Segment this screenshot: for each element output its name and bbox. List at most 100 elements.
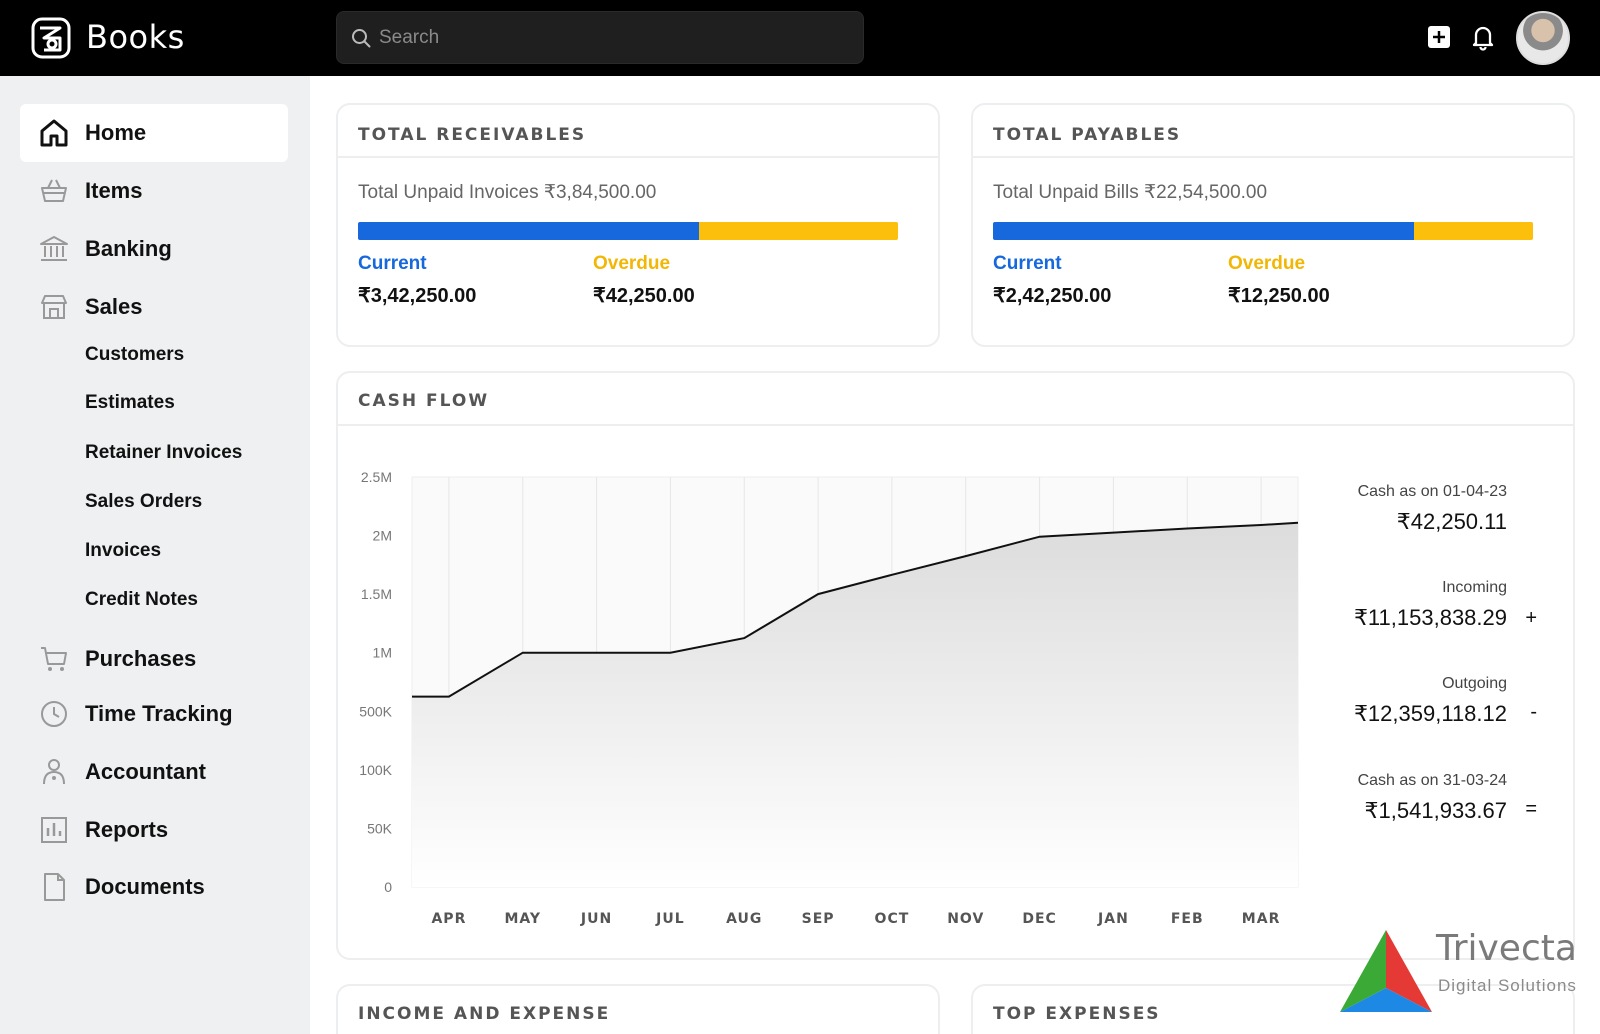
x-tick-label: APR [431, 911, 466, 927]
sidebar-item-label: Documents [85, 874, 205, 899]
search-input[interactable] [379, 24, 849, 52]
divider [338, 424, 1573, 426]
home-icon [40, 119, 68, 147]
cash-flow-title: CASH FLOW [358, 391, 490, 411]
opening-cash-label: Cash as on 01-04-23 [1357, 483, 1507, 500]
watermark-subtitle: Digital Solutions [1438, 976, 1577, 995]
x-tick-label: SEP [802, 911, 835, 927]
sidebar-item-sales[interactable]: Sales [20, 278, 288, 336]
closing-cash-value: ₹1,541,933.67 [1364, 798, 1507, 823]
closing-cash-label: Cash as on 31-03-24 [1357, 772, 1507, 789]
payables-current-amount: ₹2,42,250.00 [993, 285, 1112, 307]
bank-icon [40, 236, 68, 261]
receivables-title: TOTAL RECEIVABLES [358, 125, 587, 145]
notification-bell-icon[interactable] [1468, 22, 1498, 52]
document-icon [44, 873, 65, 901]
x-tick-label: MAY [504, 911, 541, 927]
divider [338, 156, 938, 158]
payables-progress-bar[interactable] [993, 222, 1533, 240]
x-tick-label: OCT [875, 911, 910, 927]
sidebar-item-purchases[interactable]: Purchases [20, 630, 288, 688]
cash-flow-chart[interactable]: 0 50K 100K 500K 1M 1.5M 2M 2.5M APR MAY JUN JUL AUG… [348, 463, 1308, 943]
y-tick-label: 2M [373, 528, 392, 544]
receivables-overdue-amount: ₹42,250.00 [593, 285, 695, 307]
sidebar-subitem-sales-orders[interactable]: Sales Orders [85, 491, 203, 512]
x-tick-label: NOV [947, 911, 984, 927]
sidebar-item-label: Reports [85, 817, 169, 842]
cash-flow-line [412, 521, 1299, 698]
payables-unpaid-total: Total Unpaid Bills ₹22,54,500.00 [993, 182, 1268, 203]
receivables-overdue-label[interactable]: Overdue [593, 253, 671, 274]
x-tick-label: JUL [655, 911, 685, 927]
y-tick-label: 0 [384, 879, 392, 895]
sidebar-item-home[interactable]: Home [20, 104, 288, 162]
receivables-unpaid-total: Total Unpaid Invoices ₹3,84,500.00 [358, 182, 657, 203]
closing-operator: = [1525, 798, 1537, 820]
sidebar-item-label: Items [85, 178, 143, 203]
sidebar-item-label: Sales [85, 294, 143, 319]
outgoing-operator: - [1530, 701, 1537, 723]
receivables-progress-bar[interactable] [358, 222, 898, 240]
sidebar: Home Items Banking Sales Customers Estim… [0, 76, 310, 1034]
books-logo-icon[interactable] [30, 16, 74, 60]
sidebar-subitem-retainer-invoices[interactable]: Retainer Invoices [85, 442, 243, 463]
income-expense-card: INCOME AND EXPENSE [336, 984, 940, 1034]
user-avatar[interactable] [1516, 11, 1570, 65]
sidebar-item-banking[interactable]: Banking [20, 220, 288, 278]
search-icon [352, 29, 371, 48]
store-icon [41, 295, 67, 319]
sidebar-subitem-credit-notes[interactable]: Credit Notes [85, 589, 198, 610]
incoming-operator: + [1525, 607, 1537, 629]
sidebar-item-label: Purchases [85, 646, 197, 671]
sidebar-subitem-customers[interactable]: Customers [85, 344, 185, 365]
chart-icon [41, 817, 67, 843]
outgoing-label: Outgoing [1442, 675, 1507, 692]
y-tick-label: 50K [367, 820, 393, 836]
x-tick-label: MAR [1242, 911, 1281, 927]
receivables-card: TOTAL RECEIVABLES Total Unpaid Invoices … [336, 103, 940, 347]
search-box[interactable] [336, 11, 864, 64]
cart-icon [41, 647, 67, 671]
sidebar-item-accountant[interactable]: Accountant [20, 743, 288, 801]
trivecta-watermark: Trivecta Digital Solutions [1338, 928, 1600, 1018]
payables-overdue-label[interactable]: Overdue [1228, 253, 1306, 274]
divider [973, 156, 1573, 158]
y-tick-label: 100K [359, 762, 392, 778]
sidebar-subitem-estimates[interactable]: Estimates [85, 392, 175, 413]
sidebar-item-label: Time Tracking [85, 701, 233, 726]
sidebar-item-label: Accountant [85, 759, 206, 784]
x-tick-label: JAN [1097, 911, 1129, 927]
sidebar-item-label: Banking [85, 236, 172, 261]
y-tick-label: 1M [373, 645, 392, 661]
payables-card: TOTAL PAYABLES Total Unpaid Bills ₹22,54… [971, 103, 1575, 347]
receivables-current-label[interactable]: Current [358, 253, 427, 274]
payables-current-label[interactable]: Current [993, 253, 1062, 274]
x-tick-label: FEB [1171, 911, 1204, 927]
x-tick-label: JUN [580, 911, 612, 927]
outgoing-value: ₹12,359,118.12 [1353, 701, 1507, 726]
sidebar-item-reports[interactable]: Reports [20, 801, 288, 859]
incoming-label: Incoming [1442, 579, 1507, 596]
y-tick-label: 2.5M [361, 469, 392, 485]
overdue-segment [1414, 222, 1533, 240]
top-bar: Books [0, 0, 1600, 76]
sidebar-item-label: Home [85, 120, 147, 145]
incoming-value: ₹11,153,838.29 [1353, 605, 1507, 630]
trivecta-logo-icon [1340, 930, 1432, 1012]
cash-flow-card: CASH FLOW 0 50K 100K 500K 1M 1.5M 2M 2.5M APR MA… [336, 371, 1575, 960]
sidebar-item-time-tracking[interactable]: Time Tracking [20, 685, 288, 743]
current-segment [993, 222, 1415, 240]
receivables-current-amount: ₹3,42,250.00 [358, 285, 477, 307]
basket-icon [41, 179, 67, 202]
sidebar-subitem-invoices[interactable]: Invoices [85, 540, 162, 561]
income-expense-title: INCOME AND EXPENSE [358, 1004, 611, 1024]
app-title: Books [86, 18, 185, 56]
clock-icon [41, 701, 67, 727]
sidebar-item-items[interactable]: Items [20, 162, 288, 220]
overdue-segment [699, 222, 898, 240]
payables-overdue-amount: ₹12,250.00 [1228, 285, 1330, 307]
opening-cash-value: ₹42,250.11 [1396, 509, 1507, 534]
sidebar-item-documents[interactable]: Documents [20, 858, 288, 916]
add-new-icon[interactable] [1424, 22, 1454, 52]
x-tick-label: AUG [726, 911, 762, 927]
